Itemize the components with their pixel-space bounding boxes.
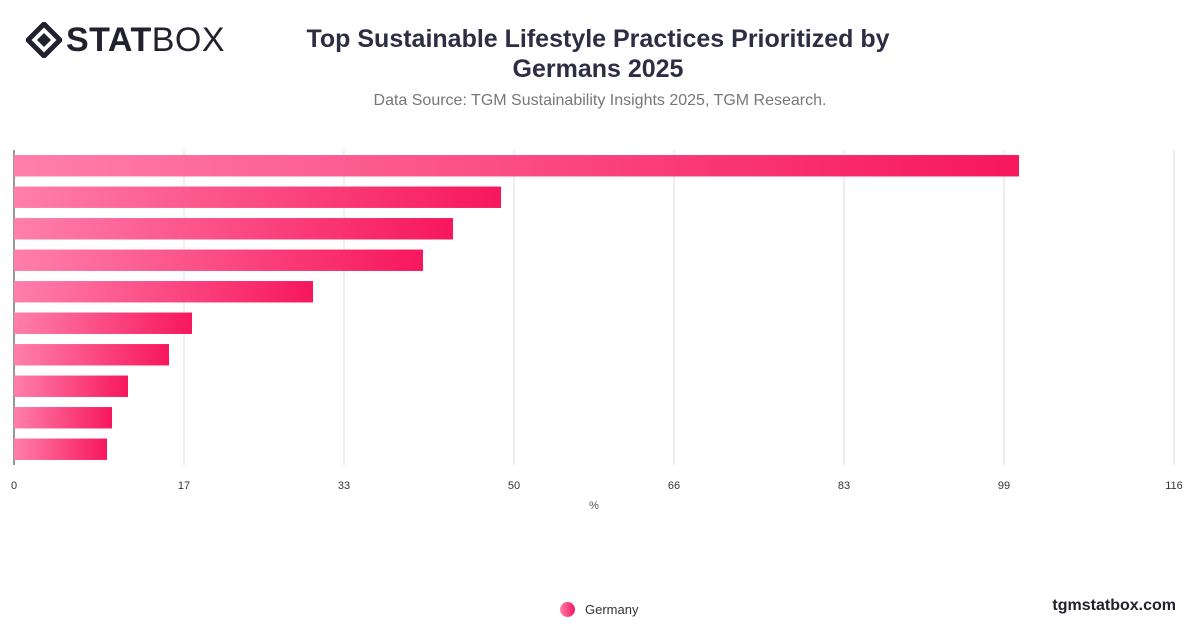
x-tick-label: 83 <box>838 480 850 492</box>
bar[interactable] <box>14 438 107 460</box>
legend-label: Germany <box>585 602 639 617</box>
chart-subtitle: Data Source: TGM Sustainability Insights… <box>373 92 827 109</box>
bar[interactable] <box>14 218 453 240</box>
x-tick-label: 17 <box>178 480 190 492</box>
x-tick-label: 0 <box>11 480 17 492</box>
x-axis-ticks: 0 17 33 50 66 83 99 116 <box>11 480 1183 492</box>
brand-url[interactable]: tgmstatbox.com <box>1052 597 1176 614</box>
x-tick-label: 66 <box>668 480 680 492</box>
x-tick-label: 116 <box>1165 480 1183 492</box>
bar[interactable] <box>14 155 1019 177</box>
x-tick-label: 99 <box>998 480 1010 492</box>
legend-item-germany[interactable]: Germany <box>560 602 638 617</box>
bar[interactable] <box>14 249 423 271</box>
bar[interactable] <box>14 312 192 334</box>
bar[interactable] <box>14 344 169 366</box>
bar[interactable] <box>14 407 112 429</box>
bars <box>14 155 1019 460</box>
statbox-logo: STATBOX <box>26 22 225 58</box>
x-axis-label: % <box>589 500 599 512</box>
bar[interactable] <box>14 186 501 208</box>
logo-wordmark: STATBOX <box>66 23 225 57</box>
legend-swatch-icon <box>560 602 575 617</box>
chart-title: Top Sustainable Lifestyle Practices Prio… <box>306 25 890 83</box>
logo-text-bold: STAT <box>66 21 152 59</box>
x-tick-label: 50 <box>508 480 520 492</box>
x-tick-label: 33 <box>338 480 350 492</box>
bar[interactable] <box>14 281 313 303</box>
logo-text-light: BOX <box>151 21 226 59</box>
bar-chart: 0 17 33 50 66 83 99 116 % <box>11 150 1183 512</box>
bar[interactable] <box>14 375 128 397</box>
statbox-diamond-icon <box>26 22 62 58</box>
